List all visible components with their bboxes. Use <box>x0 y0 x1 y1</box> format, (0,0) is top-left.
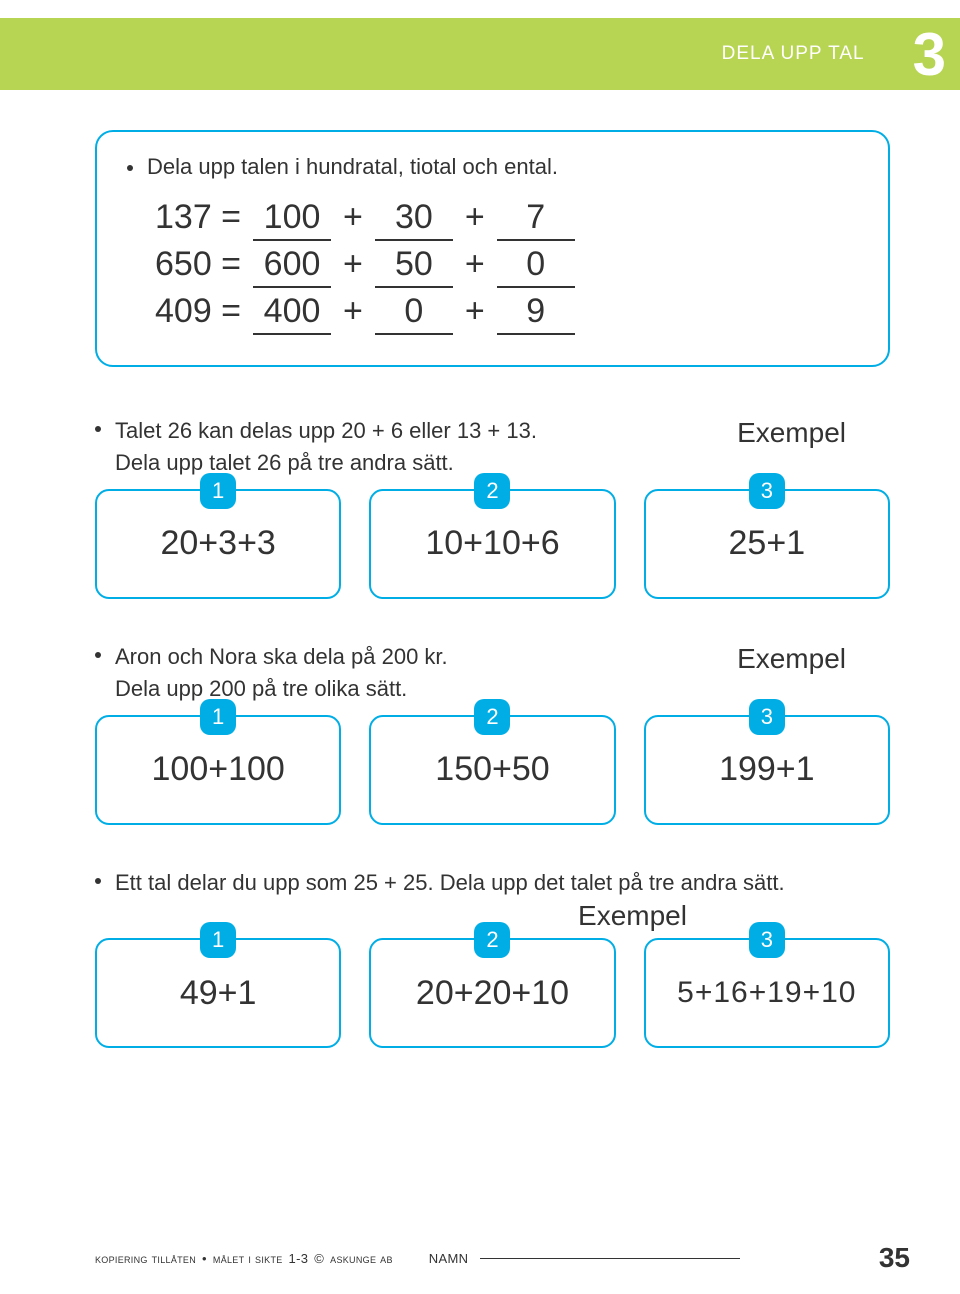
card-badge: 3 <box>749 699 785 735</box>
bullet-icon <box>95 878 101 884</box>
eq-blank[interactable]: 100 <box>253 198 331 241</box>
plus-sign: + <box>343 198 363 237</box>
answer-cards-row: 1 100+100 2 150+50 3 199+1 <box>95 715 890 825</box>
page-footer: KOPIERING TILLÅTEN • MÅLET I SIKTE 1-3 ©… <box>95 1242 910 1274</box>
footer-text: KOPIERING TILLÅTEN <box>95 1251 196 1266</box>
name-input-line[interactable] <box>480 1258 740 1259</box>
card-badge: 1 <box>200 922 236 958</box>
eq-blank[interactable]: 600 <box>253 245 331 288</box>
chapter-title: DELA UPP TAL <box>722 43 865 65</box>
plus-sign: + <box>465 245 485 284</box>
card-value: 5+16+19+10 <box>677 976 856 1010</box>
card-value: 49+1 <box>180 974 257 1013</box>
bullet-icon <box>127 165 133 171</box>
footer-left: KOPIERING TILLÅTEN • MÅLET I SIKTE 1-3 ©… <box>95 1251 740 1266</box>
answer-cards-row: 1 49+1 2 20+20+10 3 5+16+19+10 <box>95 938 890 1048</box>
exercise-section-3: Ett tal delar du upp som 25 + 25. Dela u… <box>95 867 890 1049</box>
answer-card[interactable]: 2 20+20+10 <box>369 938 615 1048</box>
card-badge: 1 <box>200 473 236 509</box>
card-value: 25+1 <box>729 524 806 563</box>
eq-blank[interactable]: 400 <box>253 292 331 335</box>
eq-blank[interactable]: 50 <box>375 245 453 288</box>
exercise-section-1: Talet 26 kan delas upp 20 + 6 eller 13 +… <box>95 415 890 599</box>
example-label: Exempel <box>375 900 890 932</box>
eq-blank[interactable]: 9 <box>497 292 575 335</box>
footer-text: 1-3 <box>289 1251 309 1266</box>
answer-card[interactable]: 3 5+16+19+10 <box>644 938 890 1048</box>
eq-lhs: 409 = <box>155 292 241 331</box>
answer-card[interactable]: 2 150+50 <box>369 715 615 825</box>
exercise-line: Talet 26 kan delas upp 20 + 6 eller 13 +… <box>115 418 537 443</box>
page-number: 35 <box>879 1242 910 1274</box>
plus-sign: + <box>465 292 485 331</box>
card-value: 20+3+3 <box>160 524 275 563</box>
card-value: 10+10+6 <box>425 524 559 563</box>
exercise-text: Ett tal delar du upp som 25 + 25. Dela u… <box>115 867 785 899</box>
bullet-icon <box>95 426 101 432</box>
footer-text: ASKUNGE AB <box>330 1251 393 1266</box>
exercise-text: Talet 26 kan delas upp 20 + 6 eller 13 +… <box>115 415 537 479</box>
card-badge: 3 <box>749 922 785 958</box>
plus-sign: + <box>343 292 363 331</box>
eq-blank[interactable]: 0 <box>375 292 453 335</box>
answer-card[interactable]: 3 25+1 <box>644 489 890 599</box>
card-badge: 2 <box>474 699 510 735</box>
chapter-header: DELA UPP TAL 3 <box>0 18 960 90</box>
name-label: NAMN <box>429 1251 468 1266</box>
card-value: 100+100 <box>152 750 285 789</box>
answer-card[interactable]: 3 199+1 <box>644 715 890 825</box>
equation-row: 409 = 400 + 0 + 9 <box>155 292 858 335</box>
eq-lhs: 650 = <box>155 245 241 284</box>
answer-card[interactable]: 1 20+3+3 <box>95 489 341 599</box>
dot-icon: • <box>202 1251 207 1266</box>
eq-blank[interactable]: 7 <box>497 198 575 241</box>
exercise-line: Dela upp 200 på tre olika sätt. <box>115 676 407 701</box>
eq-lhs: 137 = <box>155 198 241 237</box>
answer-cards-row: 1 20+3+3 2 10+10+6 3 25+1 <box>95 489 890 599</box>
answer-card[interactable]: 1 49+1 <box>95 938 341 1048</box>
bullet-icon <box>95 652 101 658</box>
answer-card[interactable]: 2 10+10+6 <box>369 489 615 599</box>
card-badge: 2 <box>474 473 510 509</box>
example-label: Exempel <box>737 417 846 449</box>
card-badge: 2 <box>474 922 510 958</box>
answer-card[interactable]: 1 100+100 <box>95 715 341 825</box>
card-value: 20+20+10 <box>416 974 569 1013</box>
copyright-icon: © <box>314 1251 324 1266</box>
chapter-number: 3 <box>913 20 946 89</box>
example-label: Exempel <box>737 643 846 675</box>
exercise-text: Aron och Nora ska dela på 200 kr. Dela u… <box>115 641 448 705</box>
plus-sign: + <box>343 245 363 284</box>
footer-text: MÅLET I SIKTE <box>213 1251 283 1266</box>
eq-blank[interactable]: 30 <box>375 198 453 241</box>
card-value: 199+1 <box>719 750 815 789</box>
equation-row: 650 = 600 + 50 + 0 <box>155 245 858 288</box>
plus-sign: + <box>465 198 485 237</box>
eq-blank[interactable]: 0 <box>497 245 575 288</box>
equation-row: 137 = 100 + 30 + 7 <box>155 198 858 241</box>
equations: 137 = 100 + 30 + 7 650 = 600 + 50 + 0 40… <box>155 198 858 335</box>
instruction-text: Dela upp talen i hundratal, tiotal och e… <box>147 154 558 180</box>
card-badge: 3 <box>749 473 785 509</box>
exercise-section-2: Aron och Nora ska dela på 200 kr. Dela u… <box>95 641 890 825</box>
page-content: Dela upp talen i hundratal, tiotal och e… <box>95 130 890 1090</box>
card-value: 150+50 <box>435 750 549 789</box>
instruction-box-1: Dela upp talen i hundratal, tiotal och e… <box>95 130 890 367</box>
card-badge: 1 <box>200 699 236 735</box>
exercise-line: Dela upp talet 26 på tre andra sätt. <box>115 450 454 475</box>
exercise-line: Aron och Nora ska dela på 200 kr. <box>115 644 448 669</box>
